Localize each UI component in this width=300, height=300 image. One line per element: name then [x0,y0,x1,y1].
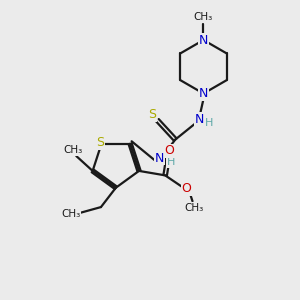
Text: H: H [205,118,214,128]
Text: N: N [155,152,164,165]
Text: N: N [194,113,204,126]
Text: CH₃: CH₃ [64,145,83,155]
Text: O: O [182,182,191,195]
Text: CH₃: CH₃ [194,12,213,22]
Text: O: O [165,145,175,158]
Text: CH₃: CH₃ [61,209,80,219]
Text: N: N [199,34,208,46]
Text: CH₃: CH₃ [184,203,204,213]
Text: S: S [148,108,156,122]
Text: S: S [96,136,104,149]
Text: N: N [199,87,208,100]
Text: H: H [167,158,175,167]
